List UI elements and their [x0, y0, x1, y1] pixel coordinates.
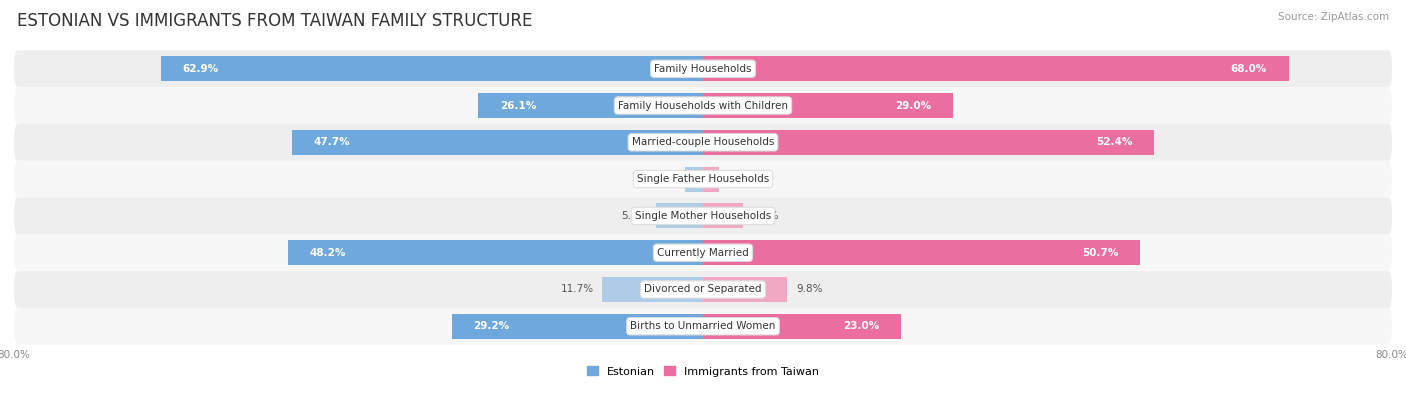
Bar [703, 314, 901, 339]
FancyBboxPatch shape [14, 87, 1392, 124]
Bar [703, 277, 787, 302]
Text: 29.0%: 29.0% [896, 100, 931, 111]
FancyBboxPatch shape [14, 124, 1392, 161]
Text: 1.8%: 1.8% [727, 174, 754, 184]
Text: 68.0%: 68.0% [1230, 64, 1267, 74]
Bar [703, 240, 1140, 265]
FancyBboxPatch shape [14, 161, 1392, 198]
Text: Currently Married: Currently Married [657, 248, 749, 258]
Text: 29.2%: 29.2% [472, 321, 509, 331]
Text: Births to Unmarried Women: Births to Unmarried Women [630, 321, 776, 331]
Bar [288, 240, 703, 265]
Text: 26.1%: 26.1% [499, 100, 536, 111]
Legend: Estonian, Immigrants from Taiwan: Estonian, Immigrants from Taiwan [582, 362, 824, 381]
Bar [703, 93, 953, 118]
Text: Divorced or Separated: Divorced or Separated [644, 284, 762, 295]
FancyBboxPatch shape [14, 308, 1392, 345]
Text: 62.9%: 62.9% [183, 64, 219, 74]
Text: 47.7%: 47.7% [314, 137, 350, 147]
Text: 50.7%: 50.7% [1081, 248, 1118, 258]
Bar [162, 56, 703, 81]
Text: 5.4%: 5.4% [621, 211, 648, 221]
Text: 52.4%: 52.4% [1097, 137, 1133, 147]
FancyBboxPatch shape [14, 198, 1392, 234]
Bar [657, 203, 703, 228]
Text: 11.7%: 11.7% [561, 284, 593, 295]
Bar [703, 130, 1154, 155]
Text: Family Households with Children: Family Households with Children [619, 100, 787, 111]
Text: 23.0%: 23.0% [844, 321, 880, 331]
FancyBboxPatch shape [14, 50, 1392, 87]
Text: Married-couple Households: Married-couple Households [631, 137, 775, 147]
Bar [292, 130, 703, 155]
Bar [703, 203, 744, 228]
Text: ESTONIAN VS IMMIGRANTS FROM TAIWAN FAMILY STRUCTURE: ESTONIAN VS IMMIGRANTS FROM TAIWAN FAMIL… [17, 12, 533, 30]
Bar [478, 93, 703, 118]
Bar [451, 314, 703, 339]
Text: Source: ZipAtlas.com: Source: ZipAtlas.com [1278, 12, 1389, 22]
Text: Family Households: Family Households [654, 64, 752, 74]
FancyBboxPatch shape [14, 234, 1392, 271]
FancyBboxPatch shape [14, 271, 1392, 308]
Text: 48.2%: 48.2% [309, 248, 346, 258]
Bar [703, 167, 718, 192]
Bar [703, 56, 1289, 81]
Text: Single Father Households: Single Father Households [637, 174, 769, 184]
Bar [685, 167, 703, 192]
Text: 9.8%: 9.8% [796, 284, 823, 295]
Text: 2.1%: 2.1% [650, 174, 676, 184]
Text: 4.7%: 4.7% [752, 211, 779, 221]
Text: Single Mother Households: Single Mother Households [636, 211, 770, 221]
Bar [602, 277, 703, 302]
